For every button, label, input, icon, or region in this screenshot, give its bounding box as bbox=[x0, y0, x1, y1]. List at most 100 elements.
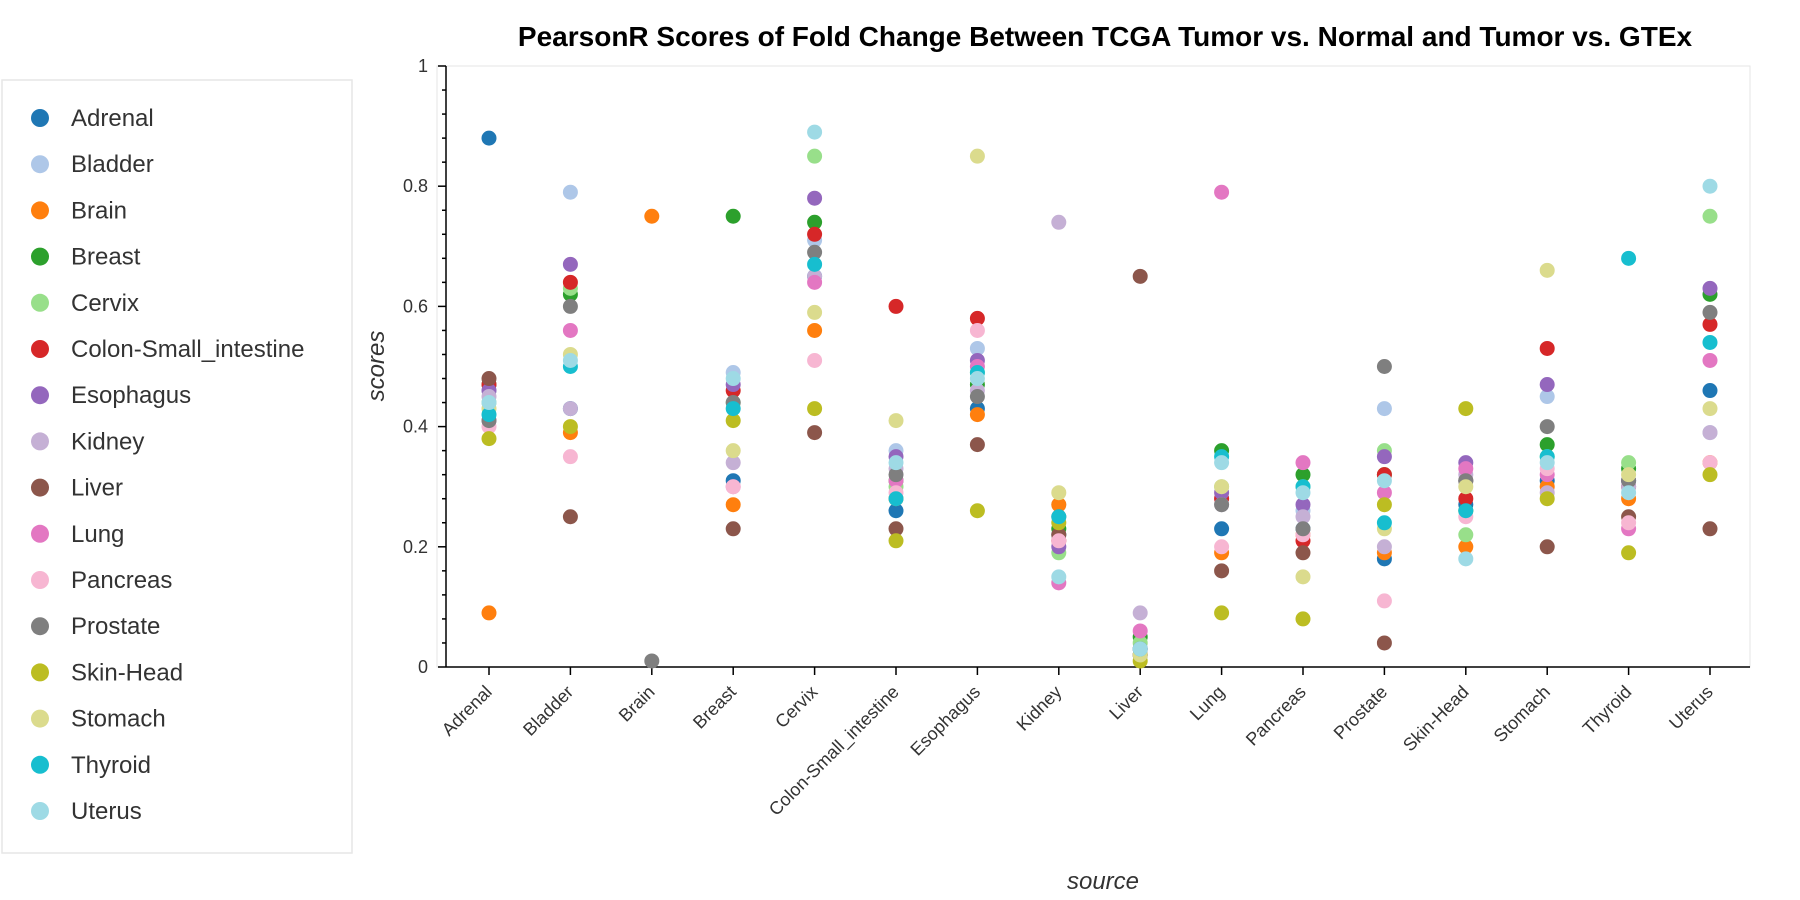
data-point[interactable] bbox=[1458, 539, 1474, 555]
data-point[interactable] bbox=[1214, 539, 1230, 555]
data-point[interactable] bbox=[969, 310, 985, 326]
data-point[interactable] bbox=[725, 208, 741, 224]
data-point[interactable] bbox=[1458, 479, 1474, 495]
legend-item[interactable]: Stomach bbox=[31, 706, 166, 733]
data-point[interactable] bbox=[1132, 268, 1148, 284]
data-point[interactable] bbox=[1295, 509, 1311, 525]
data-point[interactable] bbox=[1295, 569, 1311, 585]
data-point[interactable] bbox=[562, 256, 578, 272]
legend-item[interactable]: Uterus bbox=[31, 798, 142, 825]
data-point[interactable] bbox=[481, 371, 497, 387]
data-point[interactable] bbox=[807, 274, 823, 290]
data-point[interactable] bbox=[969, 148, 985, 164]
data-point[interactable] bbox=[1295, 455, 1311, 471]
legend-item[interactable]: Lung bbox=[31, 521, 124, 548]
data-point[interactable] bbox=[1376, 401, 1392, 417]
data-point[interactable] bbox=[888, 413, 904, 429]
data-point[interactable] bbox=[1702, 425, 1718, 441]
data-point[interactable] bbox=[1539, 340, 1555, 356]
data-point[interactable] bbox=[1621, 545, 1637, 561]
data-point[interactable] bbox=[969, 371, 985, 387]
data-point[interactable] bbox=[1376, 497, 1392, 513]
data-point[interactable] bbox=[807, 352, 823, 368]
data-point[interactable] bbox=[807, 124, 823, 140]
data-point[interactable] bbox=[1702, 352, 1718, 368]
data-point[interactable] bbox=[807, 148, 823, 164]
data-point[interactable] bbox=[725, 521, 741, 537]
data-point[interactable] bbox=[1214, 455, 1230, 471]
data-point[interactable] bbox=[1132, 641, 1148, 657]
data-point[interactable] bbox=[562, 419, 578, 435]
data-point[interactable] bbox=[1539, 455, 1555, 471]
data-point[interactable] bbox=[807, 226, 823, 242]
data-point[interactable] bbox=[562, 449, 578, 465]
data-point[interactable] bbox=[969, 322, 985, 338]
data-point[interactable] bbox=[1458, 527, 1474, 543]
data-point[interactable] bbox=[969, 437, 985, 453]
legend-item[interactable]: Colon-Small_intestine bbox=[31, 336, 304, 363]
data-point[interactable] bbox=[807, 304, 823, 320]
data-point[interactable] bbox=[481, 395, 497, 411]
data-point[interactable] bbox=[481, 605, 497, 621]
data-point[interactable] bbox=[888, 521, 904, 537]
legend-item[interactable]: Brain bbox=[31, 197, 127, 224]
legend-item[interactable]: Adrenal bbox=[31, 105, 154, 132]
data-point[interactable] bbox=[1214, 605, 1230, 621]
data-point[interactable] bbox=[1458, 503, 1474, 519]
data-point[interactable] bbox=[1621, 467, 1637, 483]
data-point[interactable] bbox=[1132, 605, 1148, 621]
data-point[interactable] bbox=[725, 497, 741, 513]
data-point[interactable] bbox=[1539, 437, 1555, 453]
data-point[interactable] bbox=[1376, 485, 1392, 501]
legend-item[interactable]: Cervix bbox=[31, 290, 139, 317]
data-point[interactable] bbox=[1539, 491, 1555, 507]
data-point[interactable] bbox=[1539, 419, 1555, 435]
data-point[interactable] bbox=[1376, 539, 1392, 555]
data-point[interactable] bbox=[1702, 280, 1718, 296]
data-point[interactable] bbox=[1539, 389, 1555, 405]
data-point[interactable] bbox=[1295, 467, 1311, 483]
data-point[interactable] bbox=[644, 208, 660, 224]
legend-item[interactable]: Skin-Head bbox=[31, 659, 183, 686]
legend-item[interactable]: Pancreas bbox=[31, 567, 172, 594]
data-point[interactable] bbox=[1702, 401, 1718, 417]
data-point[interactable] bbox=[562, 322, 578, 338]
data-point[interactable] bbox=[562, 274, 578, 290]
data-point[interactable] bbox=[1621, 515, 1637, 531]
data-point[interactable] bbox=[1376, 359, 1392, 374]
data-point[interactable] bbox=[1376, 635, 1392, 651]
data-point[interactable] bbox=[1539, 539, 1555, 555]
data-point[interactable] bbox=[1702, 467, 1718, 483]
data-point[interactable] bbox=[1214, 497, 1230, 513]
data-point[interactable] bbox=[807, 190, 823, 206]
data-point[interactable] bbox=[562, 401, 578, 417]
data-point[interactable] bbox=[1132, 623, 1148, 639]
data-point[interactable] bbox=[1458, 551, 1474, 567]
data-point[interactable] bbox=[807, 256, 823, 272]
data-point[interactable] bbox=[969, 407, 985, 423]
data-point[interactable] bbox=[969, 389, 985, 405]
legend-item[interactable]: Esophagus bbox=[31, 382, 191, 409]
data-point[interactable] bbox=[1376, 593, 1392, 609]
data-point[interactable] bbox=[1376, 515, 1392, 531]
data-point[interactable] bbox=[969, 503, 985, 519]
legend-item[interactable]: Prostate bbox=[31, 613, 160, 640]
data-point[interactable] bbox=[1458, 401, 1474, 417]
data-point[interactable] bbox=[1702, 383, 1718, 399]
data-point[interactable] bbox=[1621, 455, 1637, 471]
legend-item[interactable]: Liver bbox=[31, 475, 123, 502]
data-point[interactable] bbox=[1051, 569, 1067, 585]
data-point[interactable] bbox=[562, 298, 578, 314]
data-point[interactable] bbox=[725, 401, 741, 417]
data-point[interactable] bbox=[481, 431, 497, 447]
data-point[interactable] bbox=[1458, 461, 1474, 477]
data-point[interactable] bbox=[1702, 455, 1718, 471]
data-point[interactable] bbox=[1702, 334, 1718, 350]
data-point[interactable] bbox=[1621, 250, 1637, 266]
data-point[interactable] bbox=[1214, 521, 1230, 537]
data-point[interactable] bbox=[888, 467, 904, 483]
data-point[interactable] bbox=[1214, 184, 1230, 200]
data-point[interactable] bbox=[1295, 611, 1311, 627]
data-point[interactable] bbox=[1295, 521, 1311, 537]
data-point[interactable] bbox=[725, 479, 741, 495]
